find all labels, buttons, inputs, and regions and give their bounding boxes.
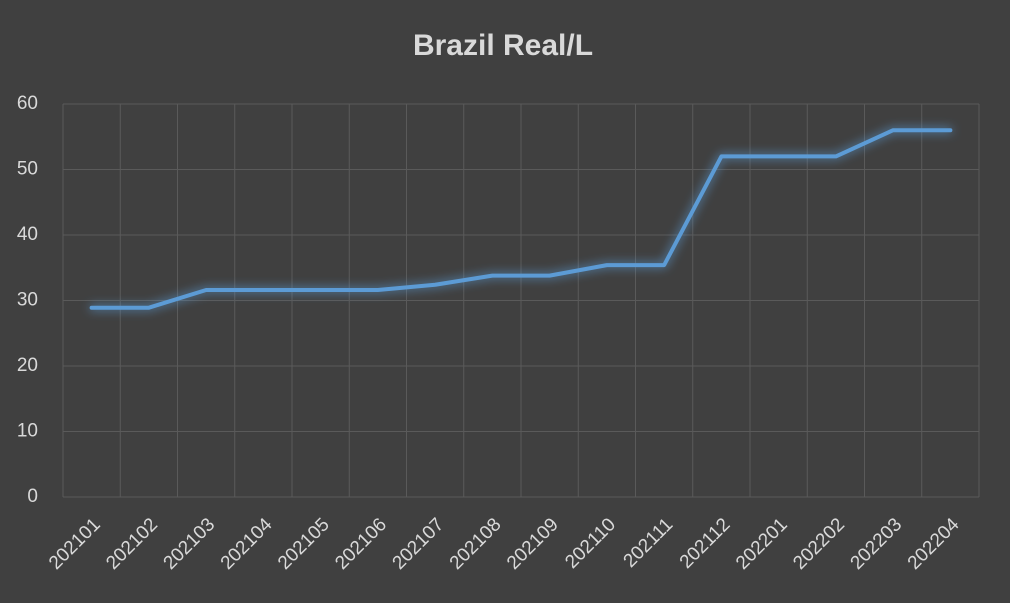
chart-title: Brazil Real/L (413, 29, 593, 62)
y-tick-label: 10 (17, 421, 38, 442)
y-tick-label: 60 (17, 93, 38, 114)
y-tick-label: 0 (27, 486, 38, 507)
y-tick-label: 50 (17, 159, 38, 180)
y-tick-label: 40 (17, 224, 38, 245)
y-tick-label: 20 (17, 355, 38, 376)
y-tick-label: 30 (17, 290, 38, 311)
data-line (89, 128, 953, 310)
